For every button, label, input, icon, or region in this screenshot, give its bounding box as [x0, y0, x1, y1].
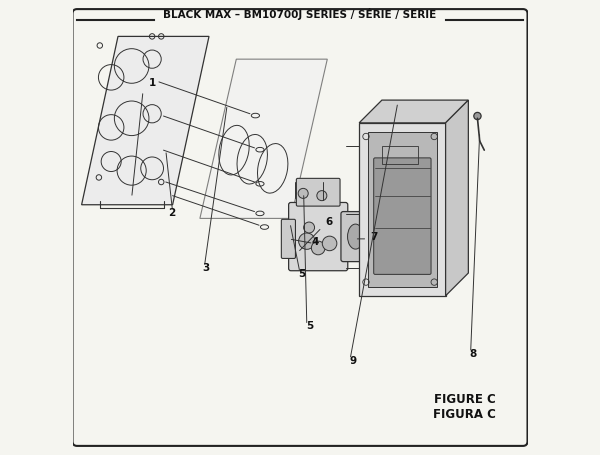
FancyBboxPatch shape: [341, 212, 371, 262]
Text: 8: 8: [470, 349, 477, 359]
Text: 9: 9: [349, 356, 356, 366]
FancyBboxPatch shape: [289, 202, 348, 271]
FancyBboxPatch shape: [296, 178, 340, 206]
Text: 5: 5: [299, 268, 306, 278]
Ellipse shape: [311, 241, 325, 255]
Ellipse shape: [299, 233, 315, 249]
Polygon shape: [368, 132, 437, 287]
Text: 7: 7: [371, 232, 378, 242]
Bar: [382, 146, 418, 164]
FancyBboxPatch shape: [281, 219, 295, 258]
Text: 4: 4: [311, 237, 319, 247]
Polygon shape: [446, 100, 469, 296]
Text: 5: 5: [306, 321, 313, 331]
Polygon shape: [200, 59, 328, 218]
Ellipse shape: [474, 112, 481, 120]
Text: FIGURA C: FIGURA C: [433, 408, 496, 421]
Text: BLACK MAX – BM10700J SERIES / SÉRIE / SERIE: BLACK MAX – BM10700J SERIES / SÉRIE / SE…: [163, 8, 437, 20]
Text: 2: 2: [168, 208, 175, 218]
Ellipse shape: [304, 222, 314, 233]
Text: FIGURE C: FIGURE C: [434, 393, 496, 406]
Polygon shape: [359, 123, 446, 296]
Text: 3: 3: [202, 263, 209, 273]
Ellipse shape: [317, 191, 327, 201]
Text: 6: 6: [325, 217, 332, 227]
Polygon shape: [359, 100, 469, 123]
Ellipse shape: [322, 236, 337, 251]
Text: 1: 1: [149, 78, 156, 88]
FancyBboxPatch shape: [374, 158, 431, 274]
Ellipse shape: [347, 224, 364, 249]
Ellipse shape: [298, 188, 308, 198]
Polygon shape: [82, 36, 209, 205]
